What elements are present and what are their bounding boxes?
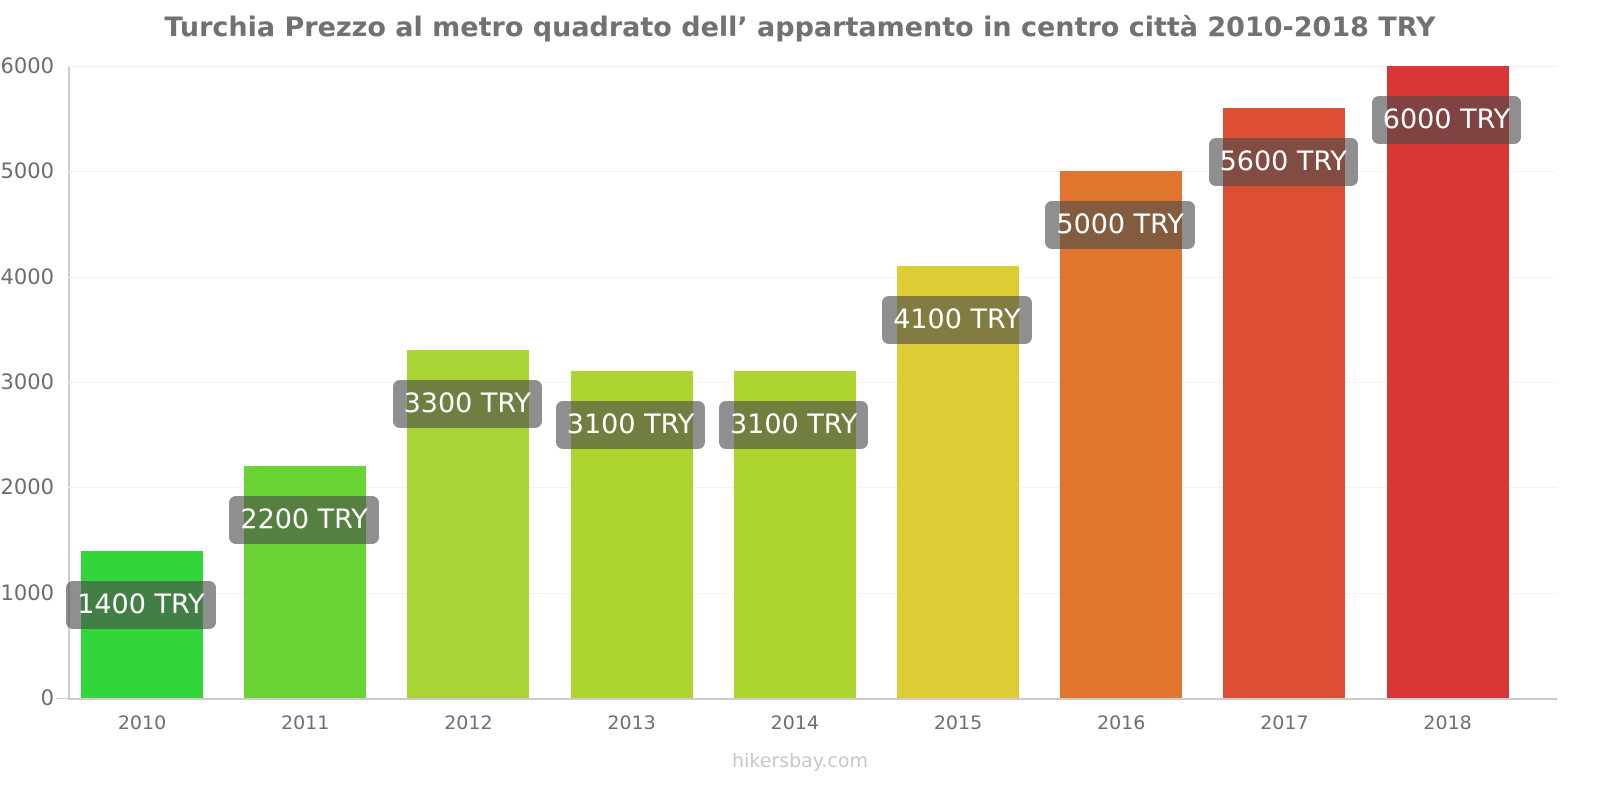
chart-title: Turchia Prezzo al metro quadrato dell’ a… [164,12,1436,43]
y-axis-label-4000: 4000 [0,264,54,289]
value-label-2015: 4100 TRY [882,296,1032,345]
y-axis-label-5000: 5000 [0,159,54,184]
x-axis-label-2013: 2013 [607,712,656,734]
y-axis-zero-tick [56,698,70,699]
gridline-5000 [68,171,1557,173]
x-axis-label-2015: 2015 [933,712,983,734]
y-axis-label-1000: 1000 [0,580,54,605]
value-label-2017: 5600 TRY [1208,138,1358,187]
x-axis-label-2011: 2011 [281,712,330,734]
x-axis-line [68,698,1557,700]
value-label-2012: 3300 TRY [392,380,542,429]
value-label-2014: 3100 TRY [719,401,869,450]
bar-2016[interactable] [1060,171,1183,698]
value-label-2011: 2200 TRY [229,496,379,545]
footer-credit: hikersbay.com [732,750,868,772]
y-axis-label-2000: 2000 [0,475,54,500]
value-label-2013: 3100 TRY [555,401,706,450]
x-axis-label-2012: 2012 [444,712,493,734]
x-axis-label-2018: 2018 [1423,712,1472,734]
bar-2018[interactable] [1386,66,1509,698]
y-axis-label-0: 0 [40,686,54,710]
gridline-6000 [68,66,1557,67]
value-label-2010: 1400 TRY [66,580,216,629]
x-axis-label-2017: 2017 [1260,712,1309,734]
y-axis-label-6000: 6000 [0,54,54,78]
x-axis-label-2014: 2014 [770,712,819,734]
bar-2017[interactable] [1223,108,1346,698]
y-axis-label-3000: 3000 [0,370,54,394]
x-axis-label-2016: 2016 [1097,712,1146,734]
value-label-2018: 6000 TRY [1371,96,1522,144]
x-axis-label-2010: 2010 [117,712,167,734]
gridline-4000 [68,276,1557,278]
y-axis-line [68,66,70,700]
value-label-2016: 5000 TRY [1045,201,1195,250]
